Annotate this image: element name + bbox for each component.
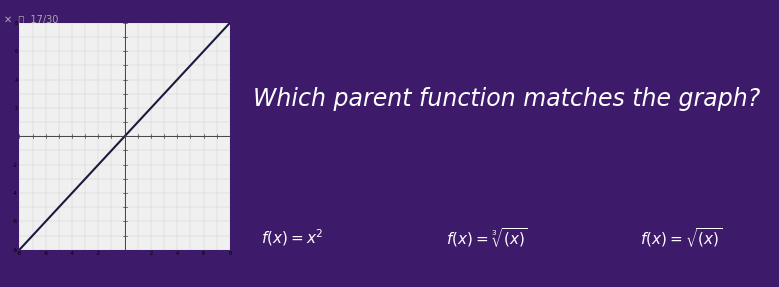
Text: ✕  🔍  17/30: ✕ 🔍 17/30 (4, 14, 58, 24)
Text: $f(x) =\sqrt{(x)}$: $f(x) =\sqrt{(x)}$ (640, 226, 723, 250)
Text: Which parent function matches the graph?: Which parent function matches the graph? (252, 87, 760, 111)
Text: $f(x) = x^2$: $f(x) = x^2$ (261, 228, 323, 248)
Text: $f(x) =\sqrt[3]{(x)}$: $f(x) =\sqrt[3]{(x)}$ (446, 226, 528, 250)
Text: $f(x) = x$: $f(x) = x$ (69, 229, 125, 247)
